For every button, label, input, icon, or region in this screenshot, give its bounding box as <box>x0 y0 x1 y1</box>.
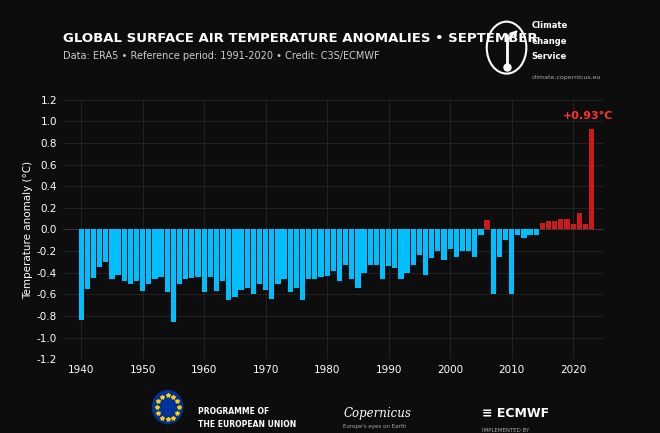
Bar <box>362 229 367 273</box>
Bar <box>546 221 551 229</box>
Bar <box>552 221 557 229</box>
Bar <box>121 229 127 281</box>
Bar <box>343 229 348 265</box>
Bar <box>453 229 459 256</box>
Bar <box>251 229 256 294</box>
Bar <box>349 229 354 279</box>
Bar <box>503 229 508 240</box>
Bar <box>515 229 521 235</box>
Text: Europe's eyes on Earth: Europe's eyes on Earth <box>343 423 407 429</box>
Bar <box>134 229 139 281</box>
Bar <box>484 220 490 229</box>
Bar <box>540 223 545 229</box>
Bar <box>152 229 158 279</box>
Bar <box>195 229 201 277</box>
Bar <box>521 229 527 238</box>
Text: ≡ ECMWF: ≡ ECMWF <box>482 407 549 420</box>
Text: Copernicus: Copernicus <box>343 407 411 420</box>
Text: GLOBAL SURFACE AIR TEMPERATURE ANOMALIES • SEPTEMBER: GLOBAL SURFACE AIR TEMPERATURE ANOMALIES… <box>63 32 537 45</box>
Bar <box>79 229 84 320</box>
Bar <box>183 229 188 279</box>
Bar <box>570 224 576 229</box>
Bar <box>208 229 213 277</box>
Bar <box>164 229 170 292</box>
Bar <box>177 229 182 284</box>
Text: IMPLEMENTED BY: IMPLEMENTED BY <box>482 428 529 433</box>
Bar <box>201 229 207 292</box>
Bar <box>281 229 286 279</box>
Bar <box>115 229 121 275</box>
Bar <box>318 229 323 277</box>
Bar <box>509 229 514 294</box>
Bar <box>337 229 342 281</box>
Bar <box>392 229 397 268</box>
Bar <box>423 229 428 275</box>
Bar <box>275 229 280 284</box>
Bar <box>263 229 268 290</box>
Bar <box>527 229 533 235</box>
Bar <box>534 229 539 235</box>
Bar <box>583 224 588 229</box>
Bar <box>472 229 477 256</box>
Circle shape <box>152 391 183 423</box>
Bar <box>399 229 403 279</box>
Bar <box>435 229 440 251</box>
Bar <box>306 229 312 279</box>
Bar <box>564 219 570 229</box>
Bar <box>288 229 293 292</box>
Bar <box>257 229 262 284</box>
Bar <box>558 219 564 229</box>
Text: PROGRAMME OF: PROGRAMME OF <box>198 407 269 416</box>
Bar <box>374 229 379 265</box>
Bar <box>386 229 391 266</box>
Bar <box>84 229 90 289</box>
Text: THE EUROPEAN UNION: THE EUROPEAN UNION <box>198 420 296 429</box>
Bar <box>103 229 108 262</box>
Bar <box>189 229 195 278</box>
Bar <box>442 229 447 260</box>
Text: climate.copernicus.eu: climate.copernicus.eu <box>531 75 601 81</box>
Bar <box>589 129 594 229</box>
Bar <box>110 229 115 279</box>
Bar <box>97 229 102 267</box>
Bar <box>466 229 471 251</box>
Bar <box>429 229 434 258</box>
Bar <box>416 229 422 255</box>
Bar <box>447 229 453 249</box>
Bar <box>128 229 133 284</box>
Bar <box>355 229 360 288</box>
Bar <box>405 229 410 273</box>
Bar <box>91 229 96 278</box>
Bar <box>300 229 305 300</box>
Bar <box>171 229 176 321</box>
Bar <box>577 213 582 229</box>
Bar <box>232 229 238 297</box>
Bar <box>478 229 484 235</box>
Bar <box>460 229 465 251</box>
Text: Data: ERA5 • Reference period: 1991-2020 • Credit: C3S/ECMWF: Data: ERA5 • Reference period: 1991-2020… <box>63 52 380 61</box>
Bar <box>245 229 250 288</box>
Bar <box>294 229 299 288</box>
Text: Change: Change <box>531 37 567 45</box>
Bar <box>214 229 219 291</box>
Bar <box>490 229 496 294</box>
Bar <box>220 229 225 281</box>
Bar <box>331 229 336 271</box>
Bar <box>146 229 151 284</box>
Text: +0.93°C: +0.93°C <box>564 111 614 121</box>
Bar <box>238 229 244 290</box>
Bar <box>269 229 275 299</box>
Bar <box>312 229 317 279</box>
Bar <box>158 229 164 277</box>
Bar <box>497 229 502 256</box>
Bar <box>140 229 145 291</box>
Bar <box>368 229 373 265</box>
Bar <box>325 229 330 276</box>
Bar <box>380 229 385 279</box>
Text: Service: Service <box>531 52 566 61</box>
Bar <box>411 229 416 265</box>
Y-axis label: Temperature anomaly (°C): Temperature anomaly (°C) <box>22 161 32 298</box>
Text: Climate: Climate <box>531 22 568 30</box>
Bar <box>226 229 232 300</box>
